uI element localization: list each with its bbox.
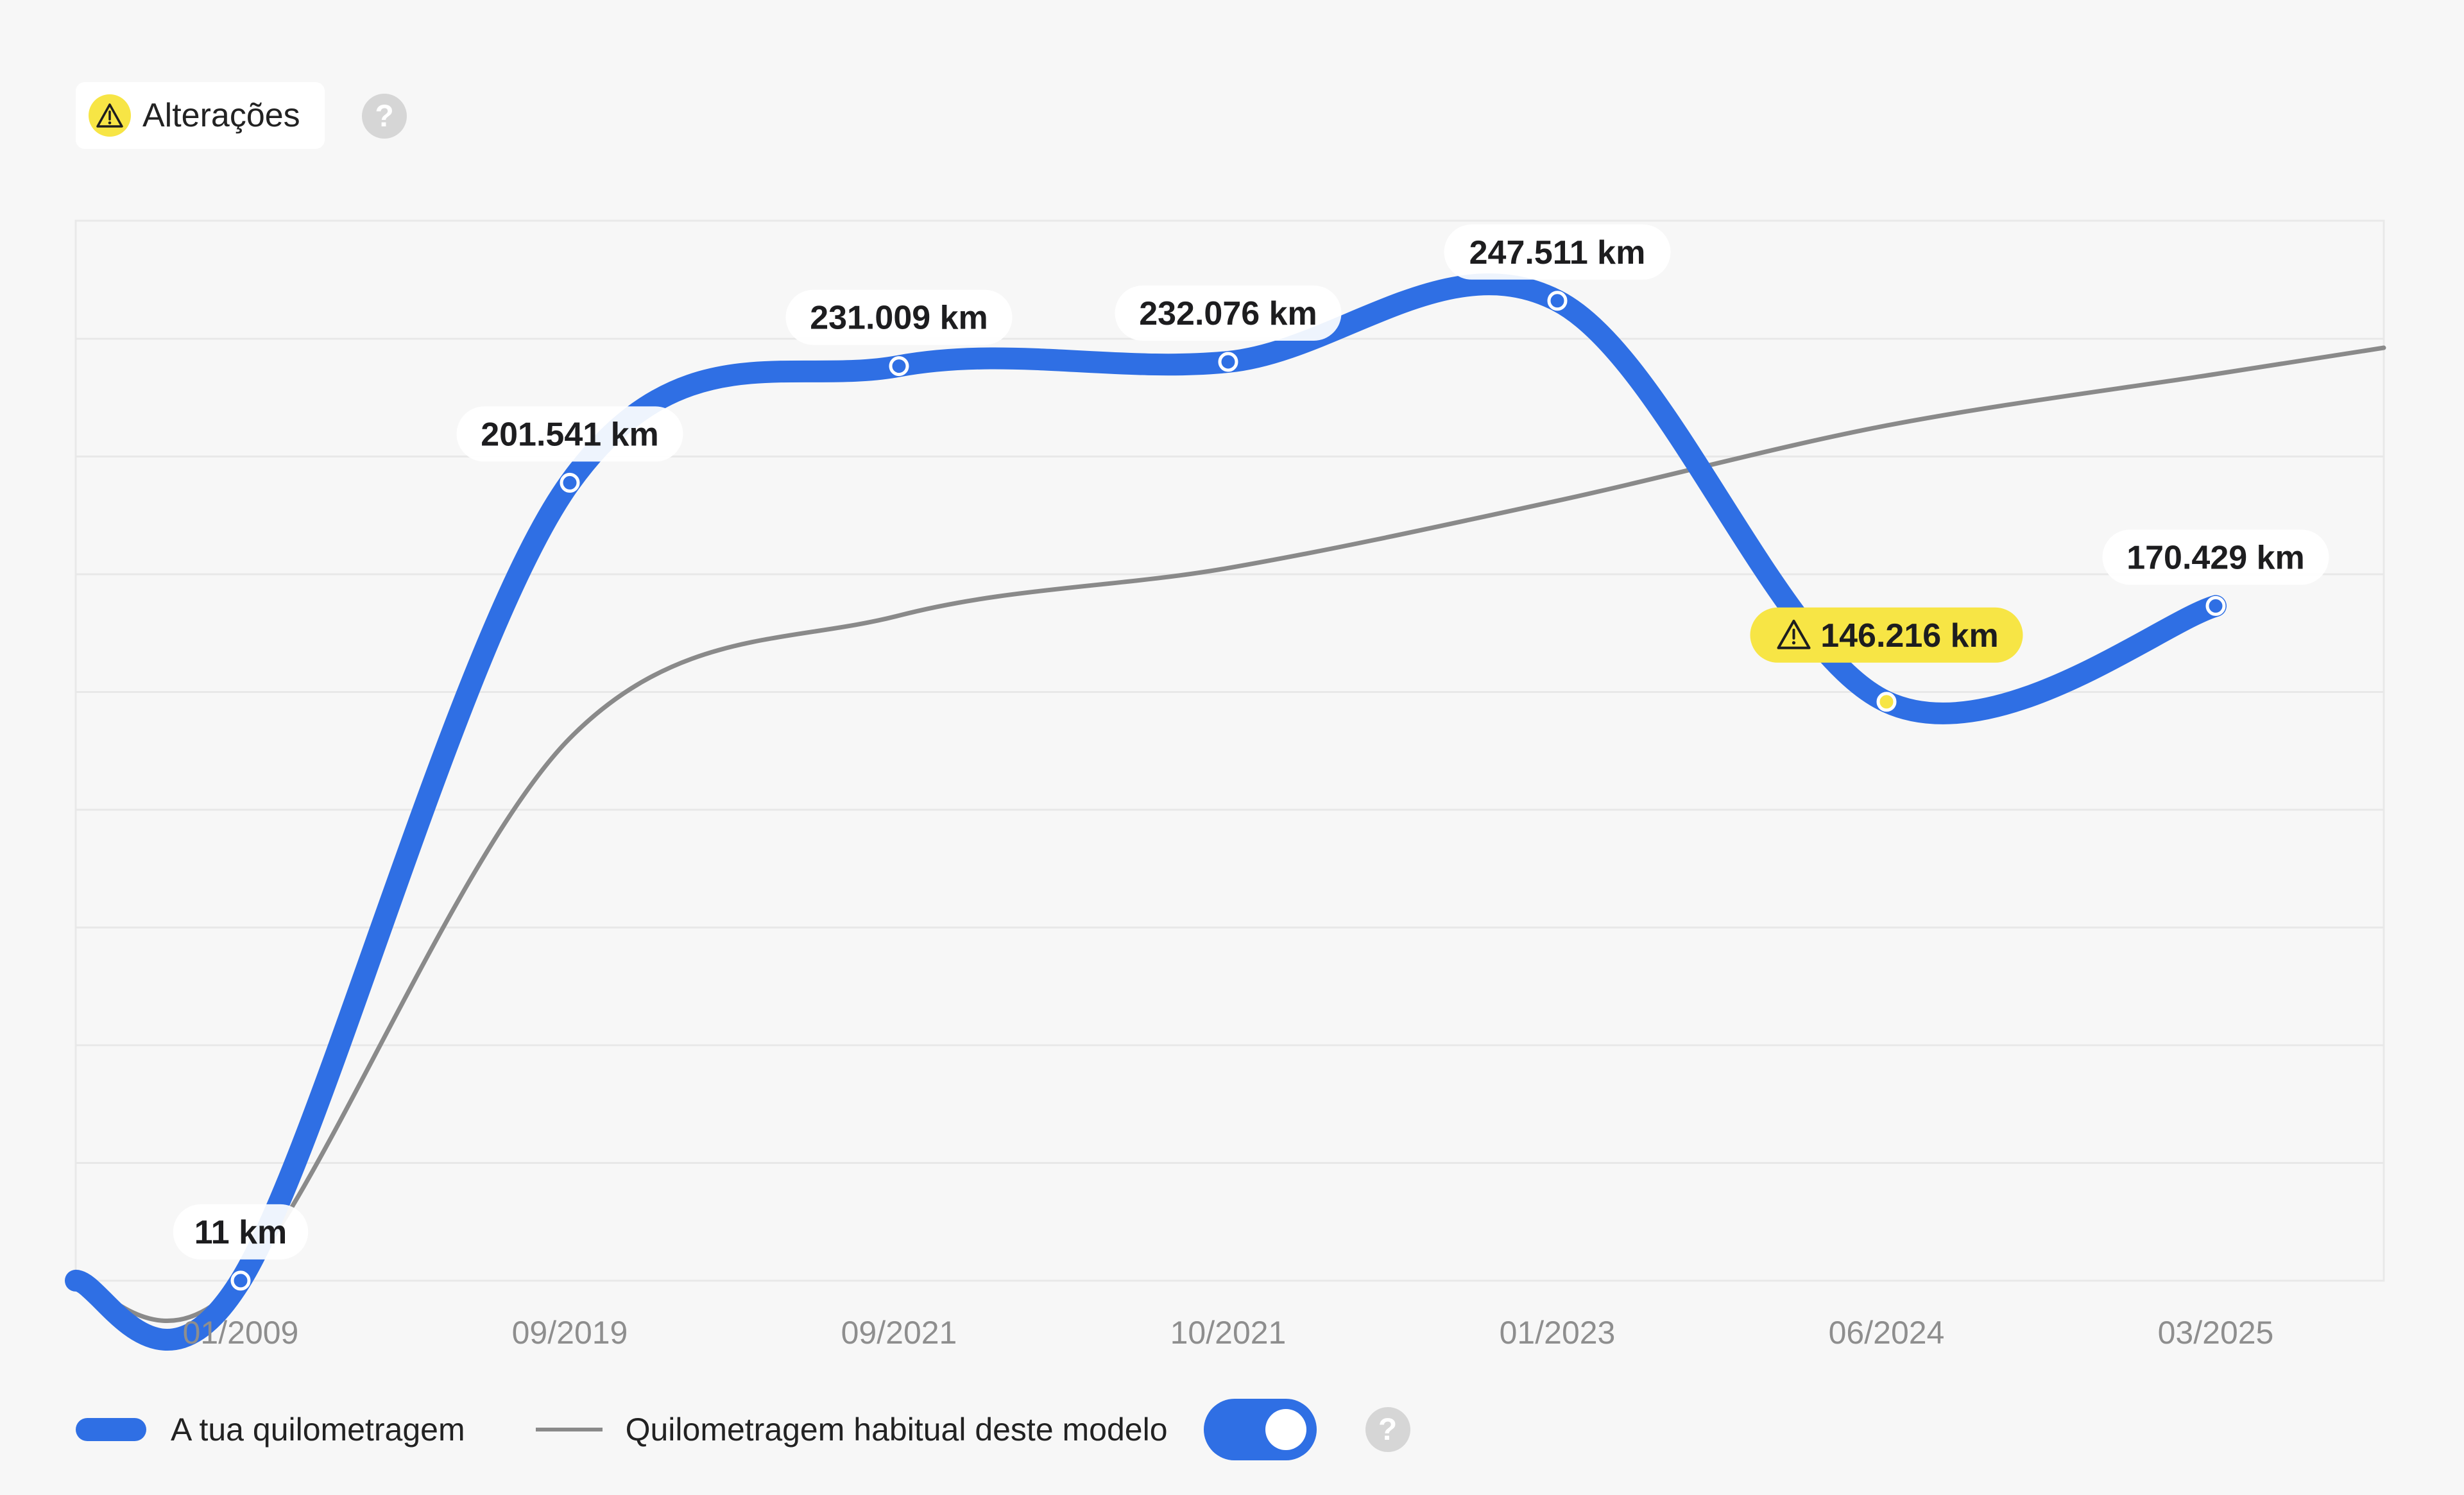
data-label: 232.076 km bbox=[1115, 286, 1342, 341]
x-tick-label: 03/2025 bbox=[2158, 1315, 2274, 1351]
data-label: 11 km bbox=[173, 1204, 309, 1260]
data-point[interactable] bbox=[230, 1270, 251, 1291]
data-label-text: 201.541 km bbox=[481, 416, 659, 453]
data-label: 170.429 km bbox=[2102, 529, 2329, 585]
warning-triangle-icon bbox=[89, 94, 131, 137]
data-label-bg bbox=[2102, 529, 2329, 585]
data-point[interactable] bbox=[1218, 352, 1238, 372]
data-label-bg bbox=[1444, 224, 1671, 280]
data-label-text: 232.076 km bbox=[1139, 295, 1317, 332]
legend-item-mileage: A tua quilometragem bbox=[76, 1411, 465, 1448]
average-series-layer bbox=[73, 345, 2386, 1323]
data-point[interactable] bbox=[1876, 692, 1897, 712]
points-layer bbox=[230, 291, 2226, 1291]
x-tick-label: 01/2009 bbox=[183, 1315, 299, 1351]
data-label-bg bbox=[173, 1204, 309, 1260]
data-point[interactable] bbox=[1547, 291, 1568, 311]
data-label-text: 231.009 km bbox=[810, 300, 988, 337]
toggle-knob bbox=[1265, 1409, 1306, 1450]
x-tick-label: 10/2021 bbox=[1170, 1315, 1287, 1351]
data-label-bg bbox=[456, 406, 683, 462]
data-label-text: 146.216 km bbox=[1820, 617, 1999, 654]
data-label-text: 247.511 km bbox=[1469, 234, 1646, 271]
legend-swatch-average bbox=[535, 1428, 603, 1431]
alerts-label: Alterações bbox=[142, 97, 300, 134]
average-series-line bbox=[73, 345, 2386, 1323]
warning-triangle-icon bbox=[1777, 619, 1811, 649]
alerts-badge[interactable]: Alterações bbox=[76, 82, 325, 149]
data-label: 247.511 km bbox=[1444, 224, 1671, 280]
legend-label-average: Quilometragem habitual deste modelo bbox=[625, 1412, 1168, 1448]
question-mark-icon[interactable]: ? bbox=[1365, 1407, 1410, 1452]
plot-area bbox=[74, 219, 2385, 1282]
data-label-bg bbox=[1750, 607, 2023, 663]
mileage-chart: 11 km 201.541 km 231.009 km 232.076 km 247.5… bbox=[65, 219, 2386, 1351]
average-toggle[interactable] bbox=[1203, 1399, 1317, 1460]
data-label-text: 11 km bbox=[194, 1214, 287, 1251]
data-label-text: 170.429 km bbox=[2126, 539, 2305, 576]
data-label-bg bbox=[785, 289, 1013, 345]
data-point[interactable] bbox=[2205, 595, 2226, 616]
legend-swatch-mileage bbox=[76, 1418, 146, 1441]
legend-label-mileage: A tua quilometragem bbox=[171, 1412, 465, 1448]
data-label-bg bbox=[1115, 286, 1342, 341]
question-mark-icon[interactable]: ? bbox=[362, 94, 407, 139]
x-tick-label: 06/2024 bbox=[1829, 1315, 1945, 1351]
legend-item-average: Quilometragem habitual deste modelo bbox=[535, 1411, 1168, 1448]
flagged-data-label: 146.216 km bbox=[1750, 607, 2023, 663]
x-tick-label: 09/2021 bbox=[841, 1315, 957, 1351]
x-axis-ticks: 01/2009 09/2019 09/2021 10/2021 01/2023 06/20… bbox=[183, 1315, 2274, 1351]
x-tick-label: 09/2019 bbox=[512, 1315, 628, 1351]
data-point[interactable] bbox=[889, 356, 909, 377]
data-label: 231.009 km bbox=[785, 289, 1013, 345]
legend: A tua quilometragem Quilometragem habitu… bbox=[76, 1399, 1410, 1460]
data-label: 201.541 km bbox=[456, 406, 683, 462]
x-tick-label: 01/2023 bbox=[1500, 1315, 1616, 1351]
data-labels-layer: 11 km 201.541 km 231.009 km 232.076 km 247.5… bbox=[173, 224, 2329, 1260]
data-point[interactable] bbox=[560, 472, 580, 493]
